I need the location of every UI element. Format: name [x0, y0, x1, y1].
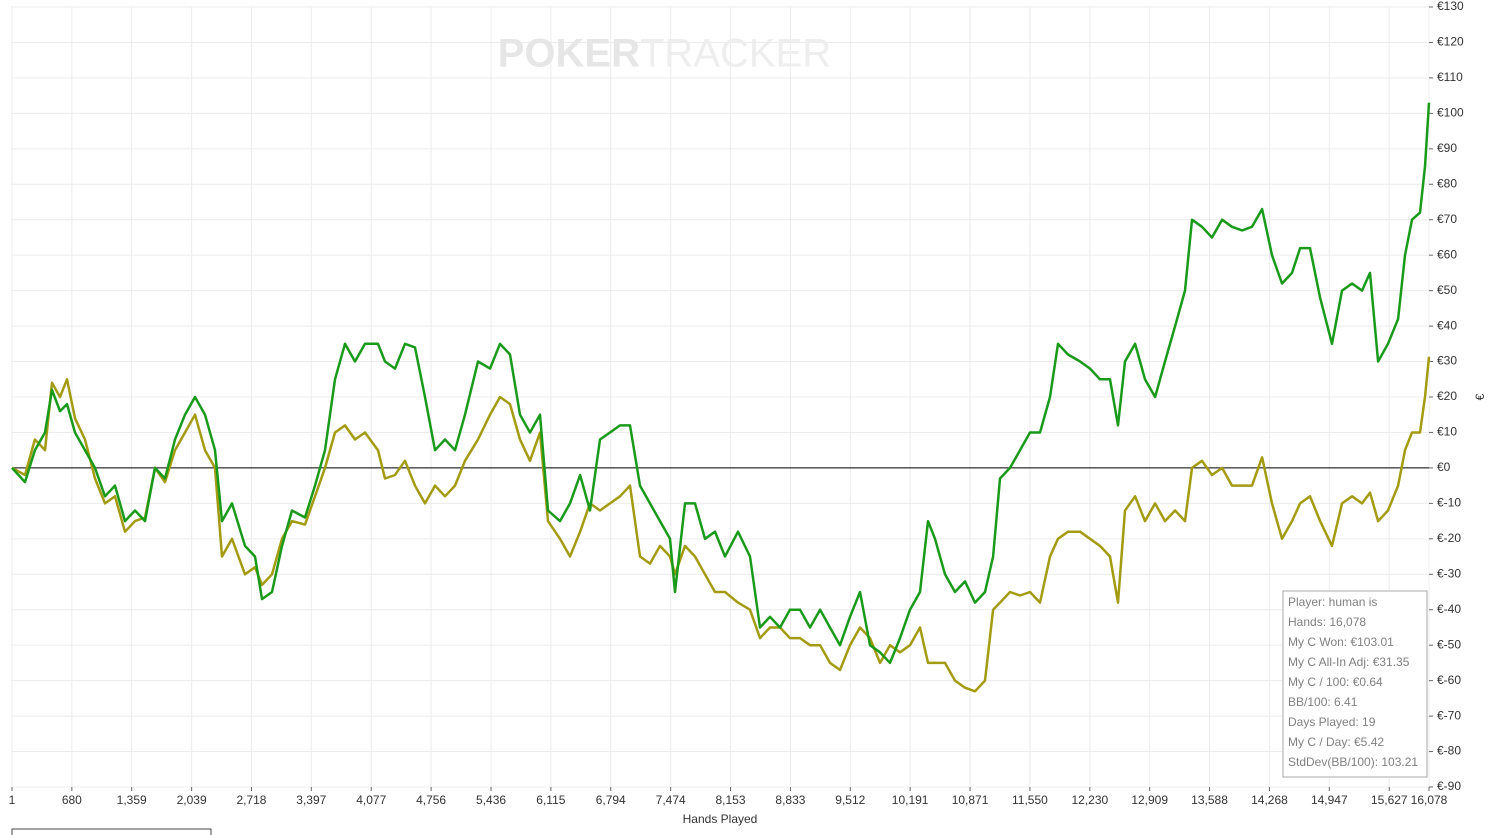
x-tick-label: 4,756: [416, 793, 446, 807]
x-tick-label: 10,871: [952, 793, 989, 807]
y-tick-label: €80: [1437, 176, 1457, 190]
y-tick-label: €-10: [1437, 496, 1461, 510]
stats-box: [1282, 590, 1428, 778]
x-tick-label: 15,627: [1371, 793, 1408, 807]
x-axis-label: Hands Played: [683, 812, 758, 826]
x-tick-label: 6,794: [596, 793, 626, 807]
bottom-panel: [11, 828, 212, 835]
x-tick-label: 6,115: [536, 793, 565, 807]
x-tick-label: 7,474: [656, 793, 686, 807]
y-tick-label: €-20: [1437, 531, 1461, 545]
x-tick-label: 5,436: [476, 793, 506, 807]
y-tick-label: €-90: [1437, 779, 1461, 793]
y-tick-label: €100: [1437, 106, 1464, 120]
x-tick-label: 3,397: [296, 793, 326, 807]
y-tick-label: €-70: [1437, 708, 1461, 722]
y-tick-label: €40: [1437, 318, 1457, 332]
x-tick-label: 13,588: [1191, 793, 1228, 807]
stats-line: My C All-In Adj: €31.35: [1288, 655, 1410, 669]
y-tick-label: €0: [1437, 460, 1451, 474]
y-axis-label: €: [1473, 393, 1487, 400]
y-tick-label: €-80: [1437, 744, 1461, 758]
x-tick-label: 14,268: [1251, 793, 1288, 807]
x-tick-label: 9,512: [835, 793, 865, 807]
stats-line: Hands: 16,078: [1288, 615, 1366, 629]
x-tick-label: 2,718: [236, 793, 266, 807]
watermark-left: POKER: [498, 32, 640, 76]
series-line: [11, 102, 1431, 665]
x-tick-label: 12,230: [1071, 793, 1108, 807]
x-tick-label: 4,077: [356, 793, 386, 807]
x-tick-label: 680: [62, 793, 82, 807]
x-tick-label: 1: [9, 793, 16, 807]
stats-line: My C / 100: €0.64: [1288, 675, 1383, 689]
series-line: [11, 356, 1431, 693]
stats-line: StdDev(BB/100): 103.21: [1288, 755, 1418, 769]
stats-line: My C / Day: €5.42: [1288, 735, 1384, 749]
y-tick-label: €30: [1437, 354, 1457, 368]
y-tick-label: €-60: [1437, 673, 1461, 687]
watermark-right: TRACKER: [640, 32, 831, 76]
y-tick-label: €130: [1437, 0, 1464, 13]
y-tick-label: €20: [1437, 389, 1457, 403]
x-tick-label: 2,039: [177, 793, 207, 807]
x-tick-label: 14,947: [1311, 793, 1348, 807]
x-tick-label: 8,833: [775, 793, 805, 807]
y-tick-label: €50: [1437, 283, 1457, 297]
x-tick-label: 11,550: [1012, 793, 1048, 807]
stats-line: My C Won: €103.01: [1288, 635, 1394, 649]
y-tick-label: €70: [1437, 212, 1457, 226]
y-tick-label: €10: [1437, 425, 1457, 439]
x-tick-label: 10,191: [892, 793, 929, 807]
y-tick-label: €90: [1437, 141, 1457, 155]
y-tick-label: €60: [1437, 247, 1457, 261]
x-tick-label: 12,909: [1131, 793, 1168, 807]
stats-line: Player: human is: [1288, 595, 1377, 609]
x-tick-label: 1,359: [117, 793, 147, 807]
y-tick-label: €120: [1437, 35, 1464, 49]
x-tick-label: 16,078: [1411, 793, 1448, 807]
x-tick-label: 8,153: [715, 793, 745, 807]
y-tick-label: €-30: [1437, 566, 1461, 580]
stats-line: BB/100: 6.41: [1288, 695, 1358, 709]
y-tick-label: €-40: [1437, 602, 1461, 616]
y-tick-label: €110: [1437, 70, 1463, 84]
stats-line: Days Played: 19: [1288, 715, 1376, 729]
y-tick-label: €-50: [1437, 637, 1461, 651]
